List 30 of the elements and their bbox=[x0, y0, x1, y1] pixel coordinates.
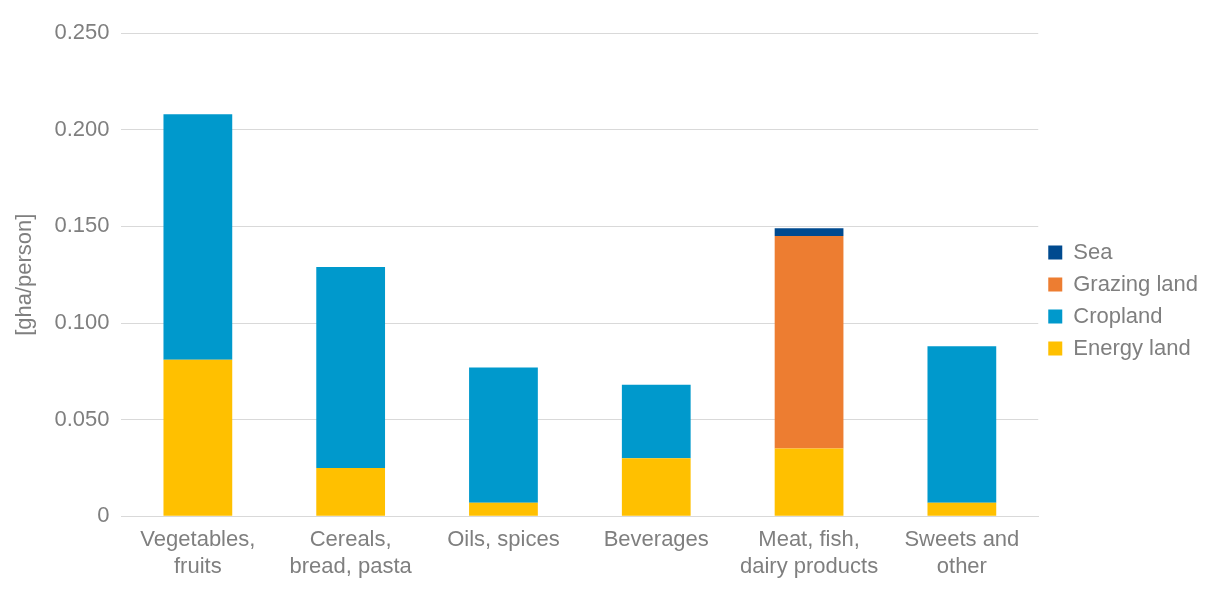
x-tick-label: Sweets and other bbox=[904, 526, 1020, 578]
y-axis-title: [gha/person] bbox=[11, 213, 37, 336]
bar bbox=[469, 367, 538, 503]
bar bbox=[316, 266, 386, 468]
bar bbox=[927, 346, 997, 503]
x-tick-label: Beverages bbox=[603, 526, 709, 552]
y-tick-label: 0.100 bbox=[54, 309, 110, 335]
x-tick-label: Cereals, bread, pasta bbox=[289, 526, 413, 578]
y-tick-label: 0.250 bbox=[54, 19, 110, 45]
y-tick-label: 0.200 bbox=[54, 115, 110, 141]
legend-label: Cropland bbox=[1073, 302, 1163, 328]
legend-label: Grazing land bbox=[1073, 270, 1199, 296]
y-tick-label: 0.050 bbox=[54, 405, 110, 431]
bar bbox=[621, 458, 691, 516]
bar bbox=[774, 228, 844, 237]
bar bbox=[774, 448, 844, 516]
bar bbox=[163, 359, 233, 516]
x-tick-label: Oils, spices bbox=[447, 526, 560, 552]
legend-label: Sea bbox=[1073, 238, 1114, 264]
y-tick-label: 0 bbox=[97, 502, 110, 528]
bar bbox=[316, 467, 386, 516]
x-tick-label: Vegetables, fruits bbox=[140, 526, 256, 578]
y-tick-label: 0.150 bbox=[54, 212, 110, 238]
x-tick-label: Meat, fish, dairy products bbox=[739, 526, 879, 578]
bar bbox=[774, 236, 844, 449]
bar bbox=[621, 384, 691, 459]
bar bbox=[469, 502, 538, 516]
bar bbox=[163, 114, 233, 360]
bar bbox=[927, 502, 997, 516]
legend-label: Energy land bbox=[1073, 334, 1191, 360]
